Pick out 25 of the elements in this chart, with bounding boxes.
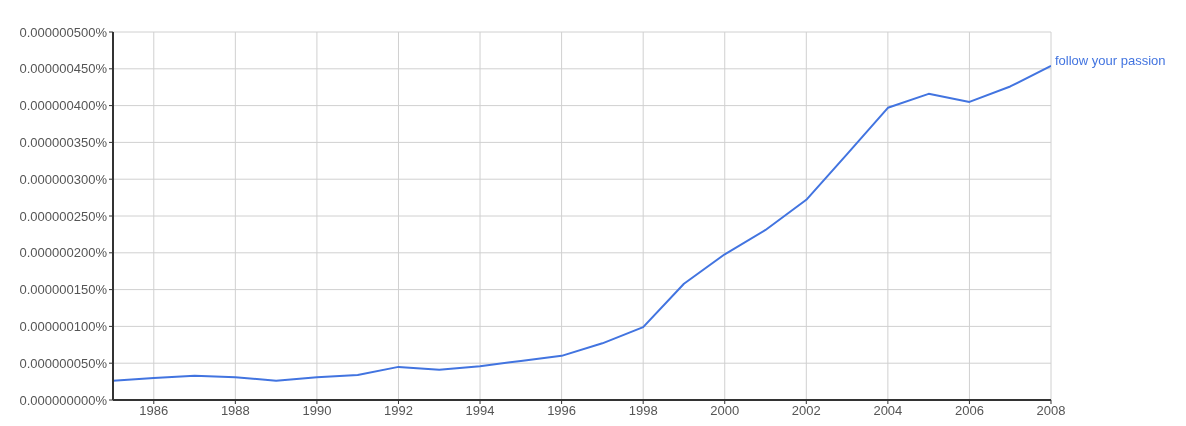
y-tick-label: 0.000000500% — [19, 24, 108, 40]
y-tick-label: 0.000000100% — [19, 319, 108, 335]
x-tick-label: 1986 — [139, 403, 169, 419]
x-tick-label: 1998 — [628, 403, 658, 419]
x-tick-label: 1996 — [547, 403, 577, 419]
y-tick-label: 0.000000450% — [19, 61, 108, 77]
x-tick-label: 2000 — [710, 403, 740, 419]
line-series — [113, 64, 1051, 382]
x-tick-label: 1994 — [465, 403, 495, 419]
y-tick-label: 0.000000300% — [19, 171, 108, 187]
x-tick-label: 1988 — [220, 403, 250, 419]
x-tick-label: 2008 — [1036, 403, 1066, 419]
y-tick-label: 0.000000350% — [19, 135, 108, 151]
y-tick-label: 0.000000200% — [19, 245, 108, 261]
x-tick-label: 1990 — [302, 403, 332, 419]
x-tick-label: 1992 — [384, 403, 413, 419]
series-label: follow your passion — [1055, 52, 1166, 68]
y-tick-label: 0.000000250% — [19, 208, 108, 224]
x-tick-label: 2002 — [791, 403, 821, 419]
y-tick-label: 0.000000000% — [19, 392, 108, 408]
x-tick-label: 2006 — [954, 403, 984, 419]
x-tick-label: 2004 — [873, 403, 903, 419]
y-tick-label: 0.000000150% — [19, 282, 108, 298]
y-tick-label: 0.000000400% — [19, 98, 108, 114]
y-tick-label: 0.000000050% — [19, 355, 108, 371]
